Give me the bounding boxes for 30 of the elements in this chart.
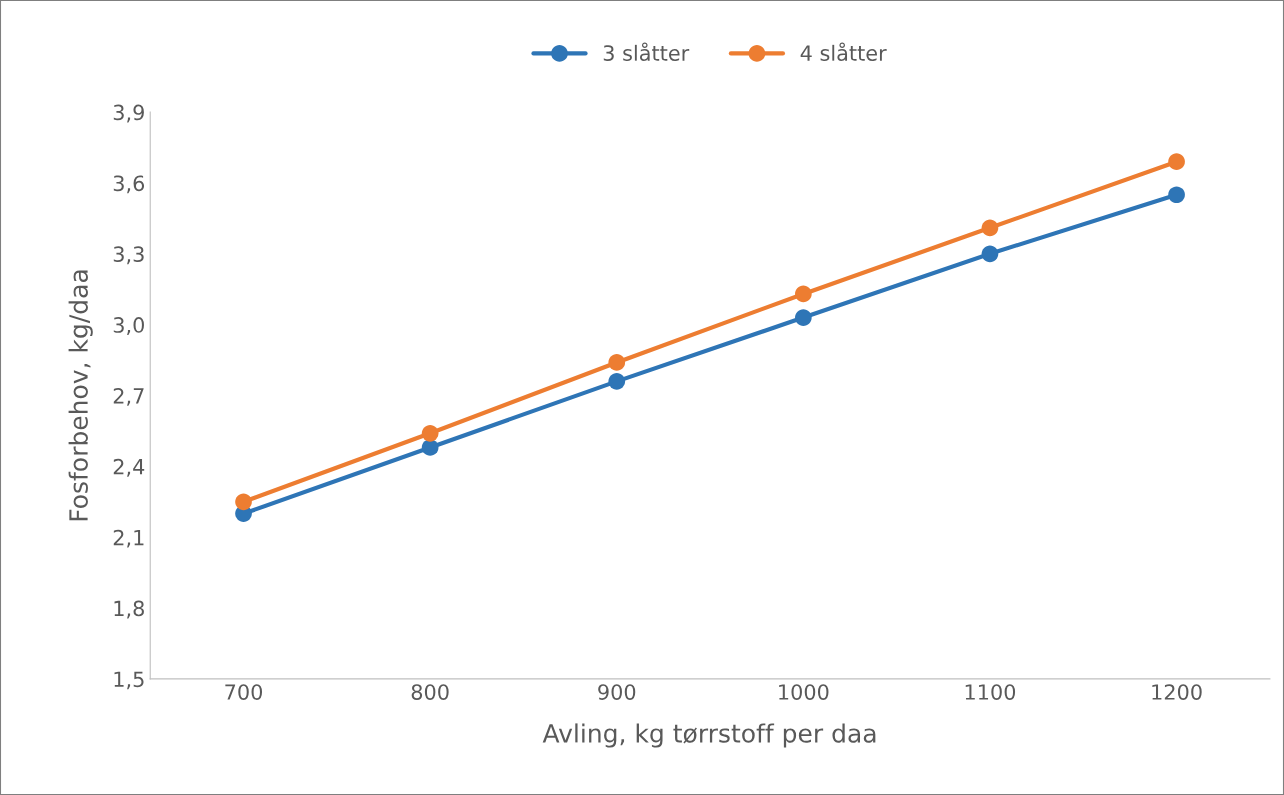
y-tick-label: 2,7 [113,387,144,406]
legend-label: 4 slåtter [800,42,887,61]
x-tick-label: 800 [411,684,449,700]
x-axis-title: Avling, kg tørrstoff per daa [542,723,876,748]
y-tick-label: 1,8 [114,600,144,619]
point [421,439,439,456]
point [795,309,812,326]
point [795,285,812,303]
point [1168,153,1185,171]
y-tick-label: 3,6 [113,175,145,194]
point [981,219,999,237]
point [608,354,626,371]
y-tick-label: 2,4 [113,458,145,477]
y-axis-title: Fosforbehov, kg/daa [68,270,93,521]
y-tick-label: 3,3 [113,246,144,265]
x-tick-label: 1100 [965,684,1016,700]
y-tick-label: 1,5 [114,671,144,690]
point [981,245,999,263]
y-tick-label: 3,9 [113,104,144,123]
point [1168,186,1185,204]
x-tick-label: 700 [225,684,263,700]
legend-label: 3 slåtter [603,42,690,61]
x-tick-label: 900 [598,684,636,700]
point [608,373,626,390]
x-tick-label: 1200 [1152,684,1202,700]
point [235,493,252,511]
point [421,424,439,442]
y-tick-label: 2,1 [113,529,144,548]
y-tick-label: 3,0 [113,317,144,335]
x-tick-label: 1000 [779,684,829,700]
